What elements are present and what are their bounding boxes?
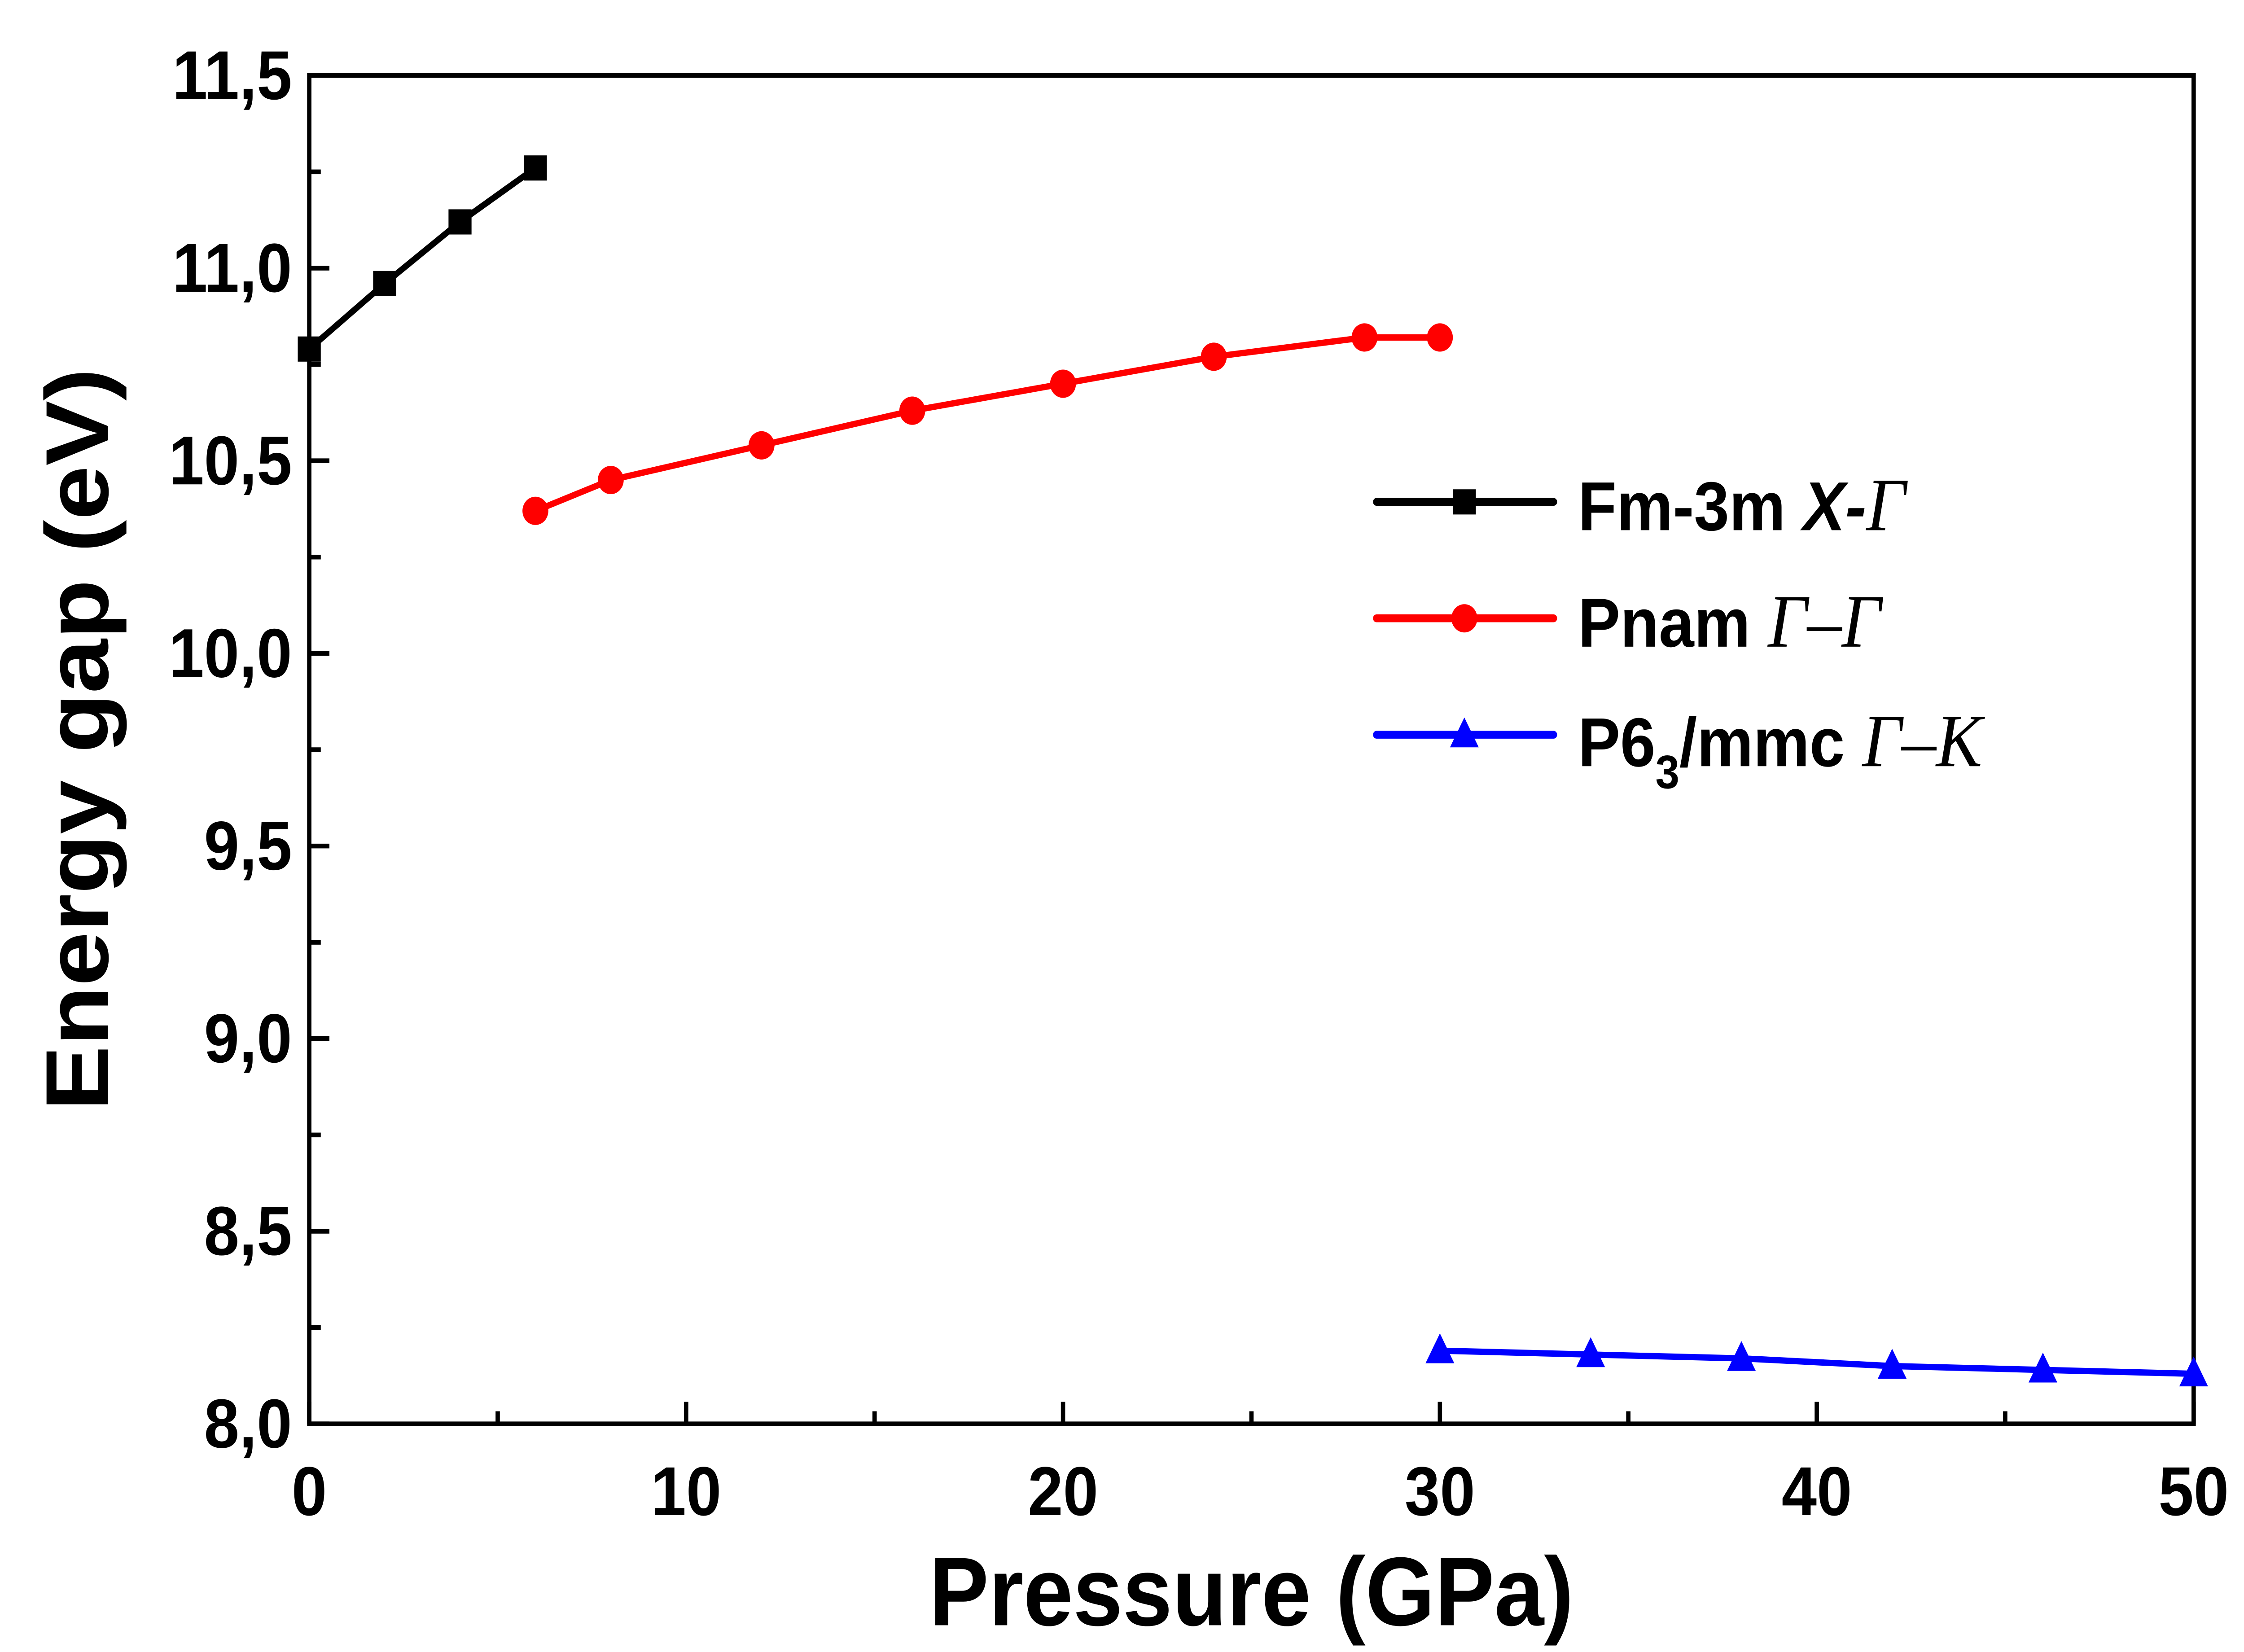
series-triangle bbox=[1425, 1333, 2208, 1387]
legend-marker-triangle bbox=[1450, 717, 1479, 748]
legend-entry-fm3m: Fm-3m X-Γ bbox=[1578, 463, 1908, 547]
y-tick-label: 9,0 bbox=[204, 1000, 292, 1077]
svg-text:Fm-3m X-Γ: Fm-3m X-Γ bbox=[1578, 463, 1908, 547]
data-point bbox=[1050, 369, 1076, 398]
legend-label-fm3m-x: X- bbox=[1800, 468, 1867, 545]
series-layer bbox=[298, 155, 2208, 1387]
data-point bbox=[524, 155, 547, 181]
legend-entry-p63mmc: P63/mmc Γ–K bbox=[1578, 699, 1985, 798]
data-point bbox=[2179, 1356, 2208, 1387]
axes: 0 10 20 30 40 50 8,0 8,5 9,0 9,5 10,0 10,5 11,0 11,5 bbox=[169, 37, 2229, 1530]
y-tick-label: 10,0 bbox=[169, 615, 292, 692]
legend-entry-pnam: Pnam Γ–Γ bbox=[1578, 579, 1883, 663]
data-point bbox=[1727, 1341, 1756, 1371]
legend-label-p63mmc-gamma-k: Γ–K bbox=[1862, 699, 1985, 783]
data-point bbox=[748, 431, 775, 460]
series-square bbox=[298, 155, 547, 362]
data-point bbox=[298, 336, 321, 362]
series-line bbox=[307, 165, 537, 352]
y-tick-label: 8,0 bbox=[204, 1385, 292, 1462]
svg-text:P63/mmc Γ–K: P63/mmc Γ–K bbox=[1578, 699, 1985, 798]
data-point bbox=[1351, 323, 1378, 352]
y-tick-label: 11,0 bbox=[172, 229, 292, 307]
data-point bbox=[1427, 323, 1453, 352]
y-tick-label: 9,5 bbox=[204, 807, 292, 885]
data-point bbox=[448, 209, 472, 235]
data-point bbox=[598, 466, 624, 495]
legend-label-p63mmc-sub: 3 bbox=[1656, 746, 1679, 798]
legend: Fm-3m X-Γ Pnam Γ–Γ P63/mmc Γ–K bbox=[1373, 463, 1985, 798]
svg-text:Pnam Γ–Γ: Pnam Γ–Γ bbox=[1578, 579, 1883, 663]
y-tick-label: 11,5 bbox=[172, 37, 292, 114]
series-line bbox=[1440, 1347, 2194, 1377]
series-circle bbox=[522, 323, 1453, 525]
x-tick-label: 50 bbox=[2158, 1453, 2229, 1530]
legend-label-fm3m-gamma: Γ bbox=[1866, 463, 1908, 547]
legend-marker-square bbox=[1453, 489, 1476, 515]
data-point bbox=[899, 396, 925, 425]
data-point bbox=[1425, 1333, 1455, 1363]
data-point bbox=[2028, 1352, 2057, 1383]
x-tick-label: 40 bbox=[1782, 1453, 1852, 1530]
legend-label-pnam-gamma: Γ–Γ bbox=[1767, 579, 1883, 663]
data-point bbox=[1576, 1337, 1605, 1367]
x-tick-label: 10 bbox=[651, 1453, 721, 1530]
x-tick-label: 30 bbox=[1405, 1453, 1475, 1530]
data-point bbox=[522, 496, 548, 525]
legend-label-pnam: Pnam bbox=[1578, 584, 1768, 662]
legend-label-p63mmc-rest: /mmc bbox=[1679, 704, 1863, 781]
y-tick-label: 10,5 bbox=[169, 422, 292, 499]
legend-label-p63mmc: P6 bbox=[1578, 704, 1655, 781]
x-axis-label: Pressure (GPa) bbox=[929, 1537, 1574, 1646]
series-line bbox=[534, 334, 1440, 514]
legend-marker-circle bbox=[1451, 604, 1477, 633]
y-axis-label: Energy gap (eV) bbox=[27, 368, 127, 1111]
data-point bbox=[1201, 342, 1227, 371]
data-point bbox=[1877, 1349, 1907, 1379]
data-point bbox=[373, 271, 396, 296]
legend-label-fm3m: Fm-3m bbox=[1578, 468, 1803, 545]
x-tick-label: 20 bbox=[1028, 1453, 1098, 1530]
x-tick-label: 0 bbox=[292, 1453, 327, 1530]
y-tick-label: 8,5 bbox=[204, 1192, 292, 1270]
